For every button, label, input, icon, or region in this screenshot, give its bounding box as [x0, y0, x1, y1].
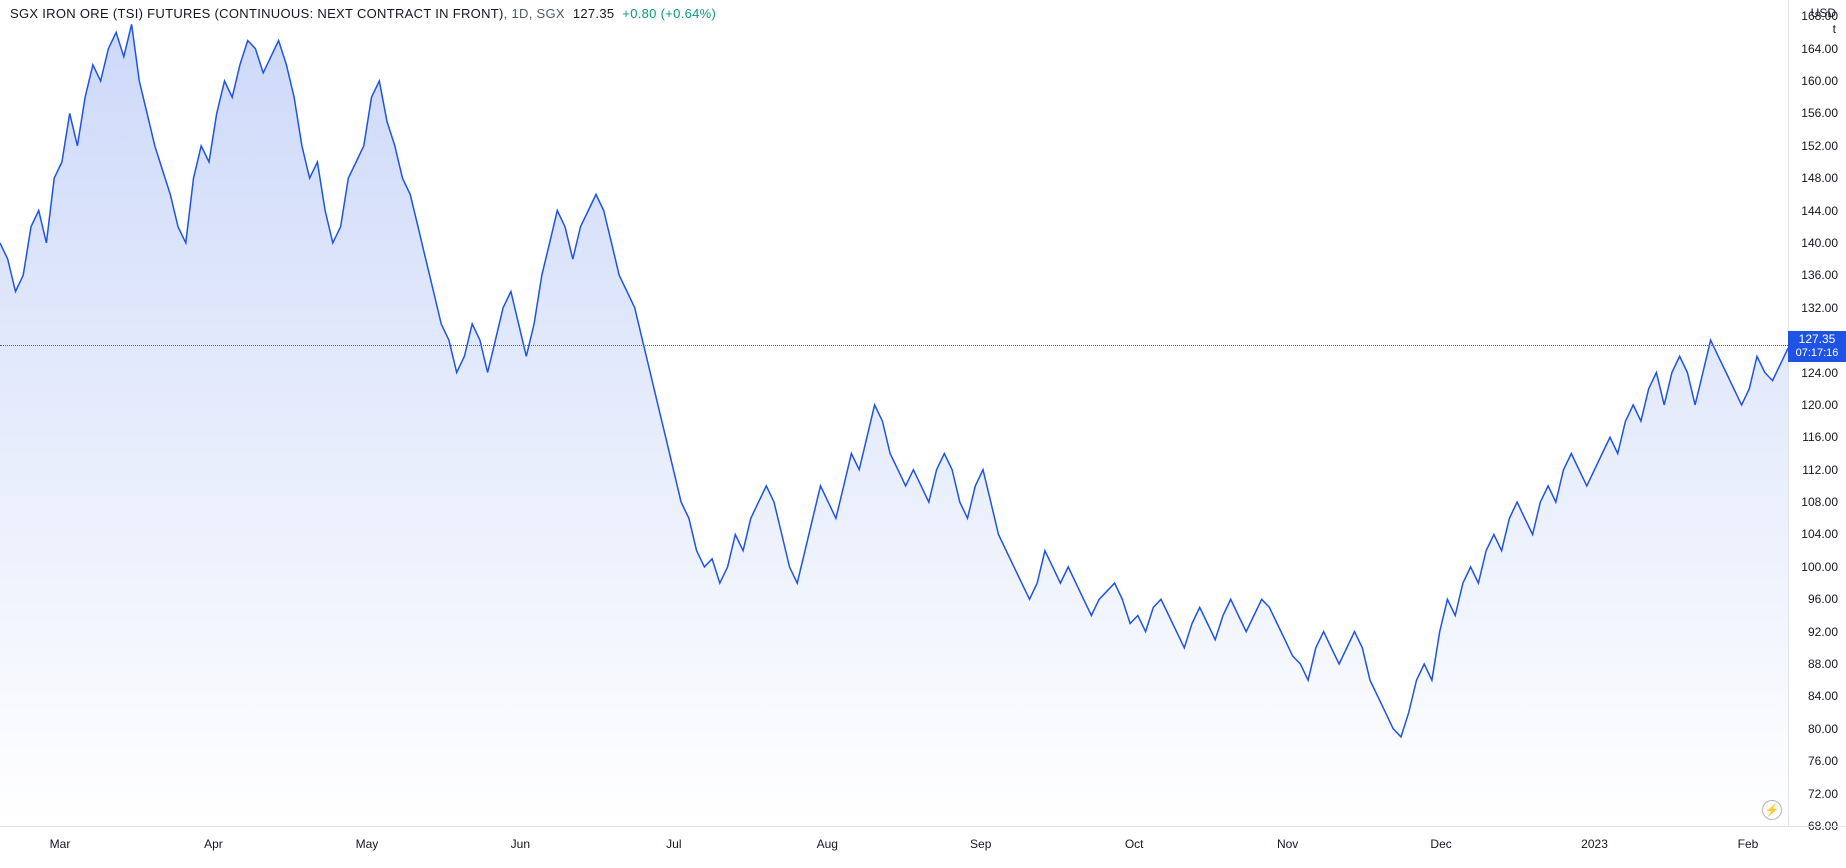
x-axis-tick: 2023	[1581, 837, 1608, 851]
y-axis-tick: 136.00	[1801, 268, 1838, 282]
x-axis-tick: Nov	[1277, 837, 1298, 851]
y-axis-tick: 168.00	[1801, 9, 1838, 23]
y-axis-tick: 84.00	[1808, 689, 1838, 703]
y-axis-tick: 156.00	[1801, 106, 1838, 120]
x-axis-tick: Jul	[666, 837, 681, 851]
y-axis-tick: 164.00	[1801, 42, 1838, 56]
plot-area[interactable]	[0, 0, 1788, 826]
x-axis-tick: Feb	[1738, 837, 1759, 851]
y-axis-tick: 96.00	[1808, 592, 1838, 606]
y-axis-tick: 76.00	[1808, 754, 1838, 768]
price-change: +0.80 (+0.64%)	[622, 6, 716, 21]
y-axis-tick: 92.00	[1808, 625, 1838, 639]
y-axis-tick: 148.00	[1801, 171, 1838, 185]
y-axis-tick: 104.00	[1801, 527, 1838, 541]
snapshot-icon[interactable]: ⚡	[1762, 800, 1782, 820]
y-axis-tick: 112.00	[1802, 463, 1838, 477]
y-axis-tick: 72.00	[1808, 787, 1838, 801]
y-axis-tick: 144.00	[1801, 204, 1838, 218]
price-tag-countdown: 07:17:16	[1788, 346, 1846, 360]
last-price: 127.35	[573, 6, 615, 21]
y-axis-unit-sub: t	[1833, 22, 1836, 36]
y-axis-tick: 140.00	[1801, 236, 1838, 250]
x-axis-tick: Apr	[204, 837, 223, 851]
current-price-tag: 127.35 07:17:16	[1788, 331, 1846, 362]
y-axis-tick: 132.00	[1801, 301, 1838, 315]
x-axis-tick: Jun	[511, 837, 530, 851]
y-axis-tick: 124.00	[1801, 366, 1838, 380]
y-axis[interactable]: USD t 168.00164.00160.00156.00152.00148.…	[1788, 0, 1846, 826]
current-price-line	[0, 345, 1788, 346]
instrument-interval: , 1D, SGX	[504, 6, 565, 21]
x-axis[interactable]: Mar Apr May Jun Jul Aug Sep Oct Nov Dec 2023 Feb	[0, 826, 1846, 868]
instrument-title[interactable]: SGX IRON ORE (TSI) FUTURES (CONTINUOUS: …	[10, 6, 504, 21]
chart-root: SGX IRON ORE (TSI) FUTURES (CONTINUOUS: …	[0, 0, 1846, 868]
y-axis-tick: 152.00	[1801, 139, 1838, 153]
x-axis-tick: Aug	[817, 837, 838, 851]
price-tag-value: 127.35	[1799, 332, 1836, 346]
price-series	[0, 0, 1788, 826]
x-axis-tick: Oct	[1125, 837, 1144, 851]
x-axis-tick: Sep	[970, 837, 991, 851]
x-axis-tick: Mar	[50, 837, 71, 851]
y-axis-tick: 120.00	[1801, 398, 1838, 412]
y-axis-tick: 80.00	[1808, 722, 1838, 736]
y-axis-tick: 116.00	[1802, 430, 1838, 444]
x-axis-tick: May	[356, 837, 379, 851]
x-axis-tick: Dec	[1430, 837, 1451, 851]
chart-header: SGX IRON ORE (TSI) FUTURES (CONTINUOUS: …	[10, 6, 716, 21]
y-axis-tick: 160.00	[1801, 74, 1838, 88]
y-axis-tick: 108.00	[1801, 495, 1838, 509]
y-axis-tick: 100.00	[1801, 560, 1838, 574]
y-axis-tick: 88.00	[1808, 657, 1838, 671]
